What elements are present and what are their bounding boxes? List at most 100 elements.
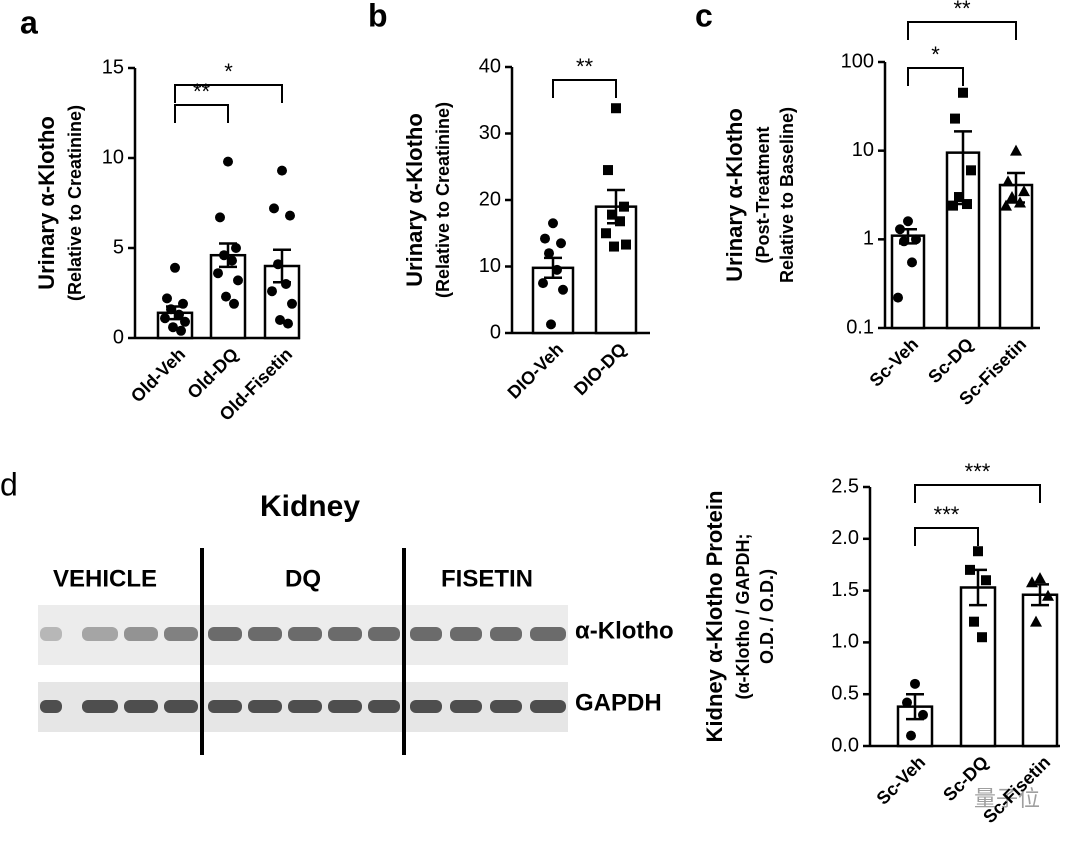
data-point bbox=[954, 192, 964, 203]
data-point bbox=[538, 278, 548, 289]
x-tick-label: DIO-DQ bbox=[570, 339, 630, 399]
data-point bbox=[615, 216, 625, 227]
sig-bracket bbox=[552, 79, 617, 98]
band bbox=[164, 627, 198, 641]
data-point bbox=[903, 216, 913, 227]
band bbox=[288, 627, 322, 641]
data-point bbox=[1006, 191, 1018, 203]
data-point bbox=[918, 709, 928, 720]
data-point bbox=[977, 632, 987, 643]
data-point bbox=[213, 268, 223, 279]
data-point bbox=[285, 210, 295, 221]
band bbox=[410, 627, 442, 641]
y-tick-label: 1.0 bbox=[831, 631, 859, 653]
data-point bbox=[176, 325, 186, 336]
data-point bbox=[548, 218, 558, 229]
x-tick-label: Sc-Veh bbox=[866, 334, 923, 391]
blot-group: FISETIN bbox=[441, 565, 533, 592]
data-point bbox=[267, 286, 277, 297]
band bbox=[530, 627, 566, 641]
blot-group: DQ bbox=[285, 565, 321, 592]
data-point bbox=[958, 87, 968, 98]
sig-bracket bbox=[907, 21, 1017, 40]
data-point bbox=[907, 257, 917, 268]
bands bbox=[40, 627, 566, 713]
band-label: GAPDH bbox=[575, 689, 662, 716]
y-axis-label: (Post-Treatment bbox=[753, 126, 773, 263]
band bbox=[164, 700, 198, 713]
data-point bbox=[283, 318, 293, 329]
data-point bbox=[558, 284, 568, 295]
data-point bbox=[227, 255, 237, 266]
y-tick-label: 2.0 bbox=[831, 527, 859, 549]
y-tick-label: 0 bbox=[490, 321, 501, 343]
data-point bbox=[1034, 572, 1046, 584]
band bbox=[208, 627, 242, 641]
y-tick-label: 20 bbox=[479, 188, 501, 210]
data-point bbox=[902, 697, 912, 708]
data-point bbox=[178, 298, 188, 309]
data-point bbox=[233, 275, 243, 286]
band bbox=[82, 627, 118, 641]
data-point bbox=[1010, 144, 1022, 156]
sig-bracket bbox=[914, 527, 979, 546]
data-point bbox=[965, 564, 975, 575]
data-point bbox=[215, 212, 225, 223]
data-point bbox=[229, 298, 239, 309]
band bbox=[328, 700, 362, 713]
data-point bbox=[162, 293, 172, 304]
y-axis-label: (Relative to Creatinine) bbox=[65, 105, 85, 301]
data-point bbox=[231, 243, 241, 253]
data-point bbox=[275, 315, 285, 325]
data-point bbox=[1018, 185, 1030, 197]
data-point bbox=[556, 238, 566, 249]
data-point bbox=[899, 236, 909, 247]
y-tick-label: 2.5 bbox=[831, 475, 859, 497]
panel-letter: c bbox=[695, 0, 713, 33]
sig-bracket bbox=[174, 104, 229, 123]
data-point bbox=[174, 309, 184, 320]
data-point bbox=[544, 248, 554, 259]
band bbox=[450, 627, 482, 641]
data-point bbox=[607, 209, 617, 220]
band bbox=[530, 700, 566, 713]
y-tick-label: 0.1 bbox=[846, 316, 874, 338]
data-point bbox=[950, 113, 960, 124]
y-tick-label: 10 bbox=[852, 139, 874, 161]
y-tick-label: 30 bbox=[479, 122, 501, 144]
data-point bbox=[180, 316, 190, 327]
data-point bbox=[1002, 175, 1014, 187]
data-point bbox=[893, 292, 903, 303]
y-tick-label: 0 bbox=[113, 326, 124, 348]
data-point bbox=[895, 224, 905, 235]
panel-letter: a bbox=[20, 4, 38, 40]
y-tick-label: 15 bbox=[102, 56, 124, 78]
data-point bbox=[601, 228, 611, 239]
data-point bbox=[269, 203, 279, 214]
band bbox=[248, 700, 282, 713]
data-point bbox=[966, 165, 976, 176]
y-tick-label: 0.5 bbox=[831, 682, 859, 704]
band bbox=[410, 700, 442, 713]
y-tick-label: 40 bbox=[479, 55, 501, 77]
y-axis-label: Relative to Baseline) bbox=[777, 107, 797, 283]
band bbox=[490, 700, 522, 713]
y-axis-label: (α-Klotho / GAPDH; bbox=[733, 533, 753, 699]
band bbox=[82, 700, 118, 713]
data-point bbox=[981, 575, 991, 586]
band bbox=[40, 700, 62, 713]
y-axis-label: Urinary α-Klotho bbox=[722, 108, 747, 282]
data-point bbox=[1014, 196, 1026, 208]
sig-label: *** bbox=[965, 459, 991, 484]
y-axis-label: Urinary α-Klotho bbox=[402, 113, 427, 287]
data-point bbox=[287, 298, 297, 309]
data-point bbox=[621, 239, 631, 250]
data-point bbox=[609, 241, 619, 252]
y-tick-label: 10 bbox=[479, 255, 501, 277]
sig-label: ** bbox=[576, 54, 594, 79]
y-tick-label: 5 bbox=[113, 236, 124, 258]
data-point bbox=[910, 678, 920, 689]
band bbox=[288, 700, 322, 713]
x-tick-label: DIO-Veh bbox=[504, 339, 568, 403]
